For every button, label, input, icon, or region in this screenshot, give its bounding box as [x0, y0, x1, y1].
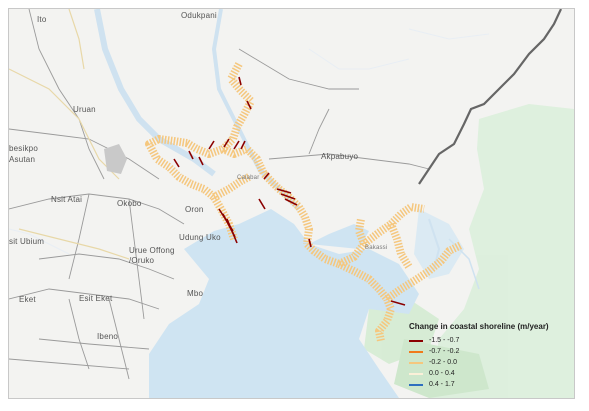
place-label-urue-offong-oruko: Urue Offong /Oruko — [129, 246, 175, 265]
international-border — [418, 9, 562, 185]
place-label-udung-uko: Udung Uko — [179, 233, 221, 242]
place-label-uruan: Uruan — [73, 105, 96, 114]
map-frame: Ito Odukpani Uruan Nsit Atai Okobo Oron … — [8, 8, 575, 399]
sea-area — [149, 209, 464, 398]
urban-area — [104, 144, 127, 174]
place-label-nsit-atai: Nsit Atai — [51, 195, 83, 204]
legend-item: -1.5 - -0.7 — [409, 335, 574, 346]
legend-title: Change in coastal shoreline (m/year) — [409, 322, 549, 331]
legend-label: 0.4 - 1.7 — [429, 381, 455, 388]
map-canvas — [9, 9, 574, 398]
place-label-esit-eket: Esit Eket — [79, 294, 113, 303]
place-label-ibeno: Ibeno — [97, 332, 119, 341]
legend-swatch — [409, 361, 423, 364]
legend-item: -0.7 - -0.2 — [409, 346, 574, 357]
place-label-akpabuyo: Akpabuyo — [321, 152, 359, 161]
place-label-ito: Ito — [37, 15, 47, 24]
legend-item: 0.0 - 0.4 — [409, 368, 574, 379]
erosion-hotspots — [173, 76, 406, 306]
vegetation-areas — [364, 104, 574, 398]
place-label-calabar: Calabar — [237, 175, 260, 181]
legend-label: -0.2 - 0.0 — [429, 359, 458, 366]
legend-item: 0.4 - 1.7 — [409, 379, 574, 390]
legend-swatch — [409, 383, 423, 386]
shoreline-transects — [145, 62, 463, 342]
place-label-ibesikpo-asutan: besikpo Asutan — [9, 144, 38, 164]
map-legend: Change in coastal shoreline (m/year) -1.… — [407, 322, 574, 394]
place-label-bakassi: Bakassi — [365, 245, 388, 251]
legend-label: -1.5 - -0.7 — [429, 337, 460, 344]
legend-swatch — [409, 350, 423, 353]
place-label-oron: Oron — [185, 205, 204, 214]
place-label-nsit-ubium: sit Ubium — [9, 237, 45, 246]
legend-item: -0.2 - 0.0 — [409, 357, 574, 368]
streams — [9, 28, 490, 255]
legend-swatch — [409, 339, 423, 342]
legend-label: 0.0 - 0.4 — [429, 370, 455, 377]
highways — [9, 9, 130, 260]
place-label-mbo: Mbo — [187, 289, 204, 298]
place-label-odukpani: Odukpani — [181, 11, 217, 20]
place-label-okobo: Okobo — [117, 199, 142, 208]
place-label-eket: Eket — [19, 295, 36, 304]
legend-swatch — [409, 372, 423, 375]
legend-label: -0.7 - -0.2 — [429, 348, 460, 355]
